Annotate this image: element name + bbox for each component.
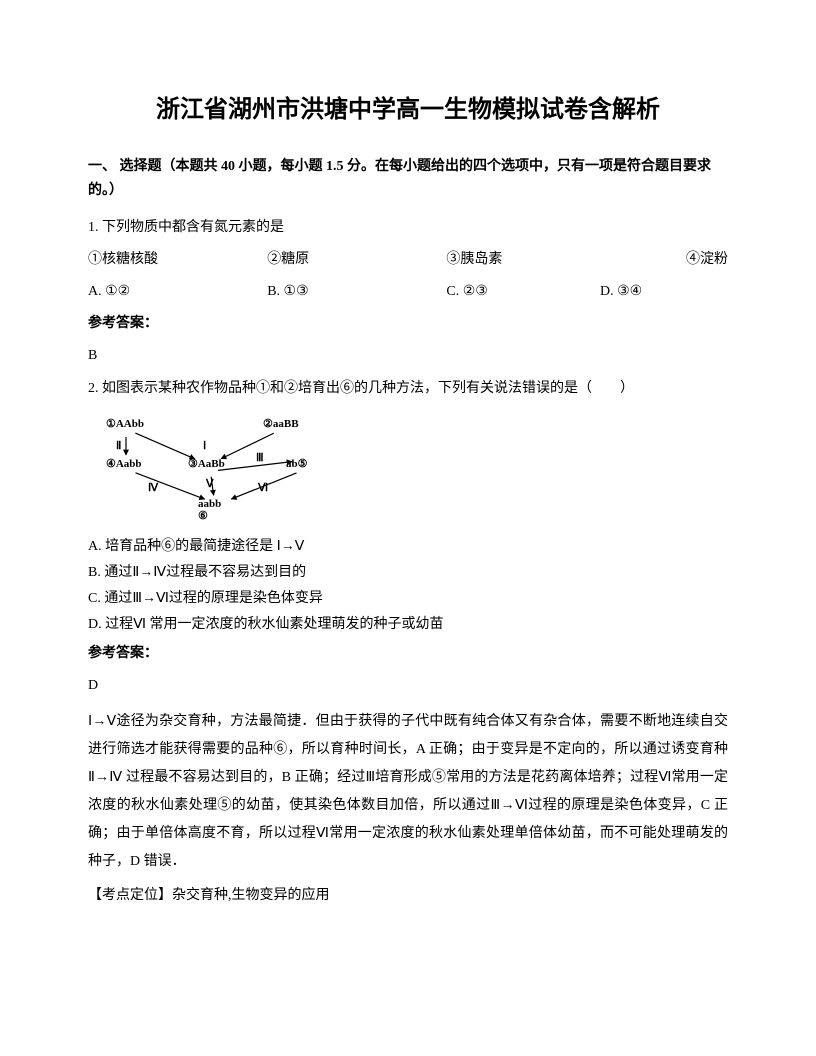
q2-option-c: C. 通过Ⅲ→Ⅵ过程的原理是染色体变异 bbox=[88, 587, 728, 611]
q1-choices-row: A. ①② B. ①③ C. ②③ D. ③④ bbox=[88, 280, 728, 304]
q1-choice-b: B. ①③ bbox=[267, 280, 446, 304]
svg-text:④Aabb: ④Aabb bbox=[106, 458, 142, 470]
q2-topic: 【考点定位】杂交育种,生物变异的应用 bbox=[88, 884, 728, 908]
q1-choice-d: D. ③④ bbox=[600, 280, 728, 304]
svg-text:Ⅵ: Ⅵ bbox=[257, 482, 268, 494]
q2-explanation: Ⅰ→Ⅴ途径为杂交育种，方法最简捷．但由于获得的子代中既有纯合体又有杂合体，需要不… bbox=[88, 708, 728, 876]
q1-item-3: ③胰岛素 bbox=[446, 248, 587, 272]
svg-text:ab⑤: ab⑤ bbox=[286, 458, 308, 470]
q2-stem: 2. 如图表示某种农作物品种①和②培育出⑥的几种方法，下列有关说法错误的是（ ） bbox=[88, 377, 728, 401]
q2-answer-label: 参考答案： bbox=[88, 642, 728, 666]
q1-items-row: ①核糖核酸 ②糖原 ③胰岛素 ④淀粉 bbox=[88, 248, 728, 272]
q1-choice-c: C. ②③ bbox=[446, 280, 600, 304]
q1-item-4: ④淀粉 bbox=[587, 248, 728, 272]
q1-stem: 1. 下列物质中都含有氮元素的是 bbox=[88, 216, 728, 240]
svg-text:②aaBB: ②aaBB bbox=[263, 418, 299, 430]
q2-answer: D bbox=[88, 674, 728, 698]
svg-text:⑥: ⑥ bbox=[198, 510, 208, 522]
svg-text:Ⅰ: Ⅰ bbox=[203, 440, 206, 452]
q2-option-b: B. 通过Ⅱ→Ⅳ过程最不容易达到目的 bbox=[88, 561, 728, 585]
svg-text:Ⅳ: Ⅳ bbox=[148, 482, 159, 494]
q1-answer: B bbox=[88, 344, 728, 368]
svg-text:Ⅲ: Ⅲ bbox=[256, 452, 264, 464]
q1-choice-a: A. ①② bbox=[88, 280, 267, 304]
svg-text:Ⅱ: Ⅱ bbox=[116, 440, 121, 452]
q1-answer-label: 参考答案： bbox=[88, 312, 728, 336]
svg-text:aabb: aabb bbox=[198, 498, 221, 510]
svg-text:Ⅴ: Ⅴ bbox=[205, 478, 214, 490]
breeding-diagram-svg: Ⅰ Ⅱ Ⅲ Ⅳ Ⅴ Ⅵ ①AAbb ②aaBB ③AaBb ④Aabb ab⑤ aabb⑥ bbox=[88, 409, 348, 529]
q2-option-a: A. 培育品种⑥的最简捷途径是 Ⅰ→Ⅴ bbox=[88, 535, 728, 559]
q2-diagram: Ⅰ Ⅱ Ⅲ Ⅳ Ⅴ Ⅵ ①AAbb ②aaBB ③AaBb ④Aabb ab⑤ aabb⑥ bbox=[88, 409, 728, 529]
svg-text:①AAbb: ①AAbb bbox=[106, 418, 144, 430]
page-title: 浙江省湖州市洪塘中学高一生物模拟试卷含解析 bbox=[88, 90, 728, 131]
q1-item-1: ①核糖核酸 bbox=[88, 248, 267, 272]
svg-text:③AaBb: ③AaBb bbox=[188, 458, 225, 470]
q2-option-d: D. 过程Ⅵ 常用一定浓度的秋水仙素处理萌发的种子或幼苗 bbox=[88, 613, 728, 637]
section-heading: 一、 选择题（本题共 40 小题，每小题 1.5 分。在每小题给出的四个选项中，… bbox=[88, 155, 728, 203]
q1-item-2: ②糖原 bbox=[267, 248, 446, 272]
